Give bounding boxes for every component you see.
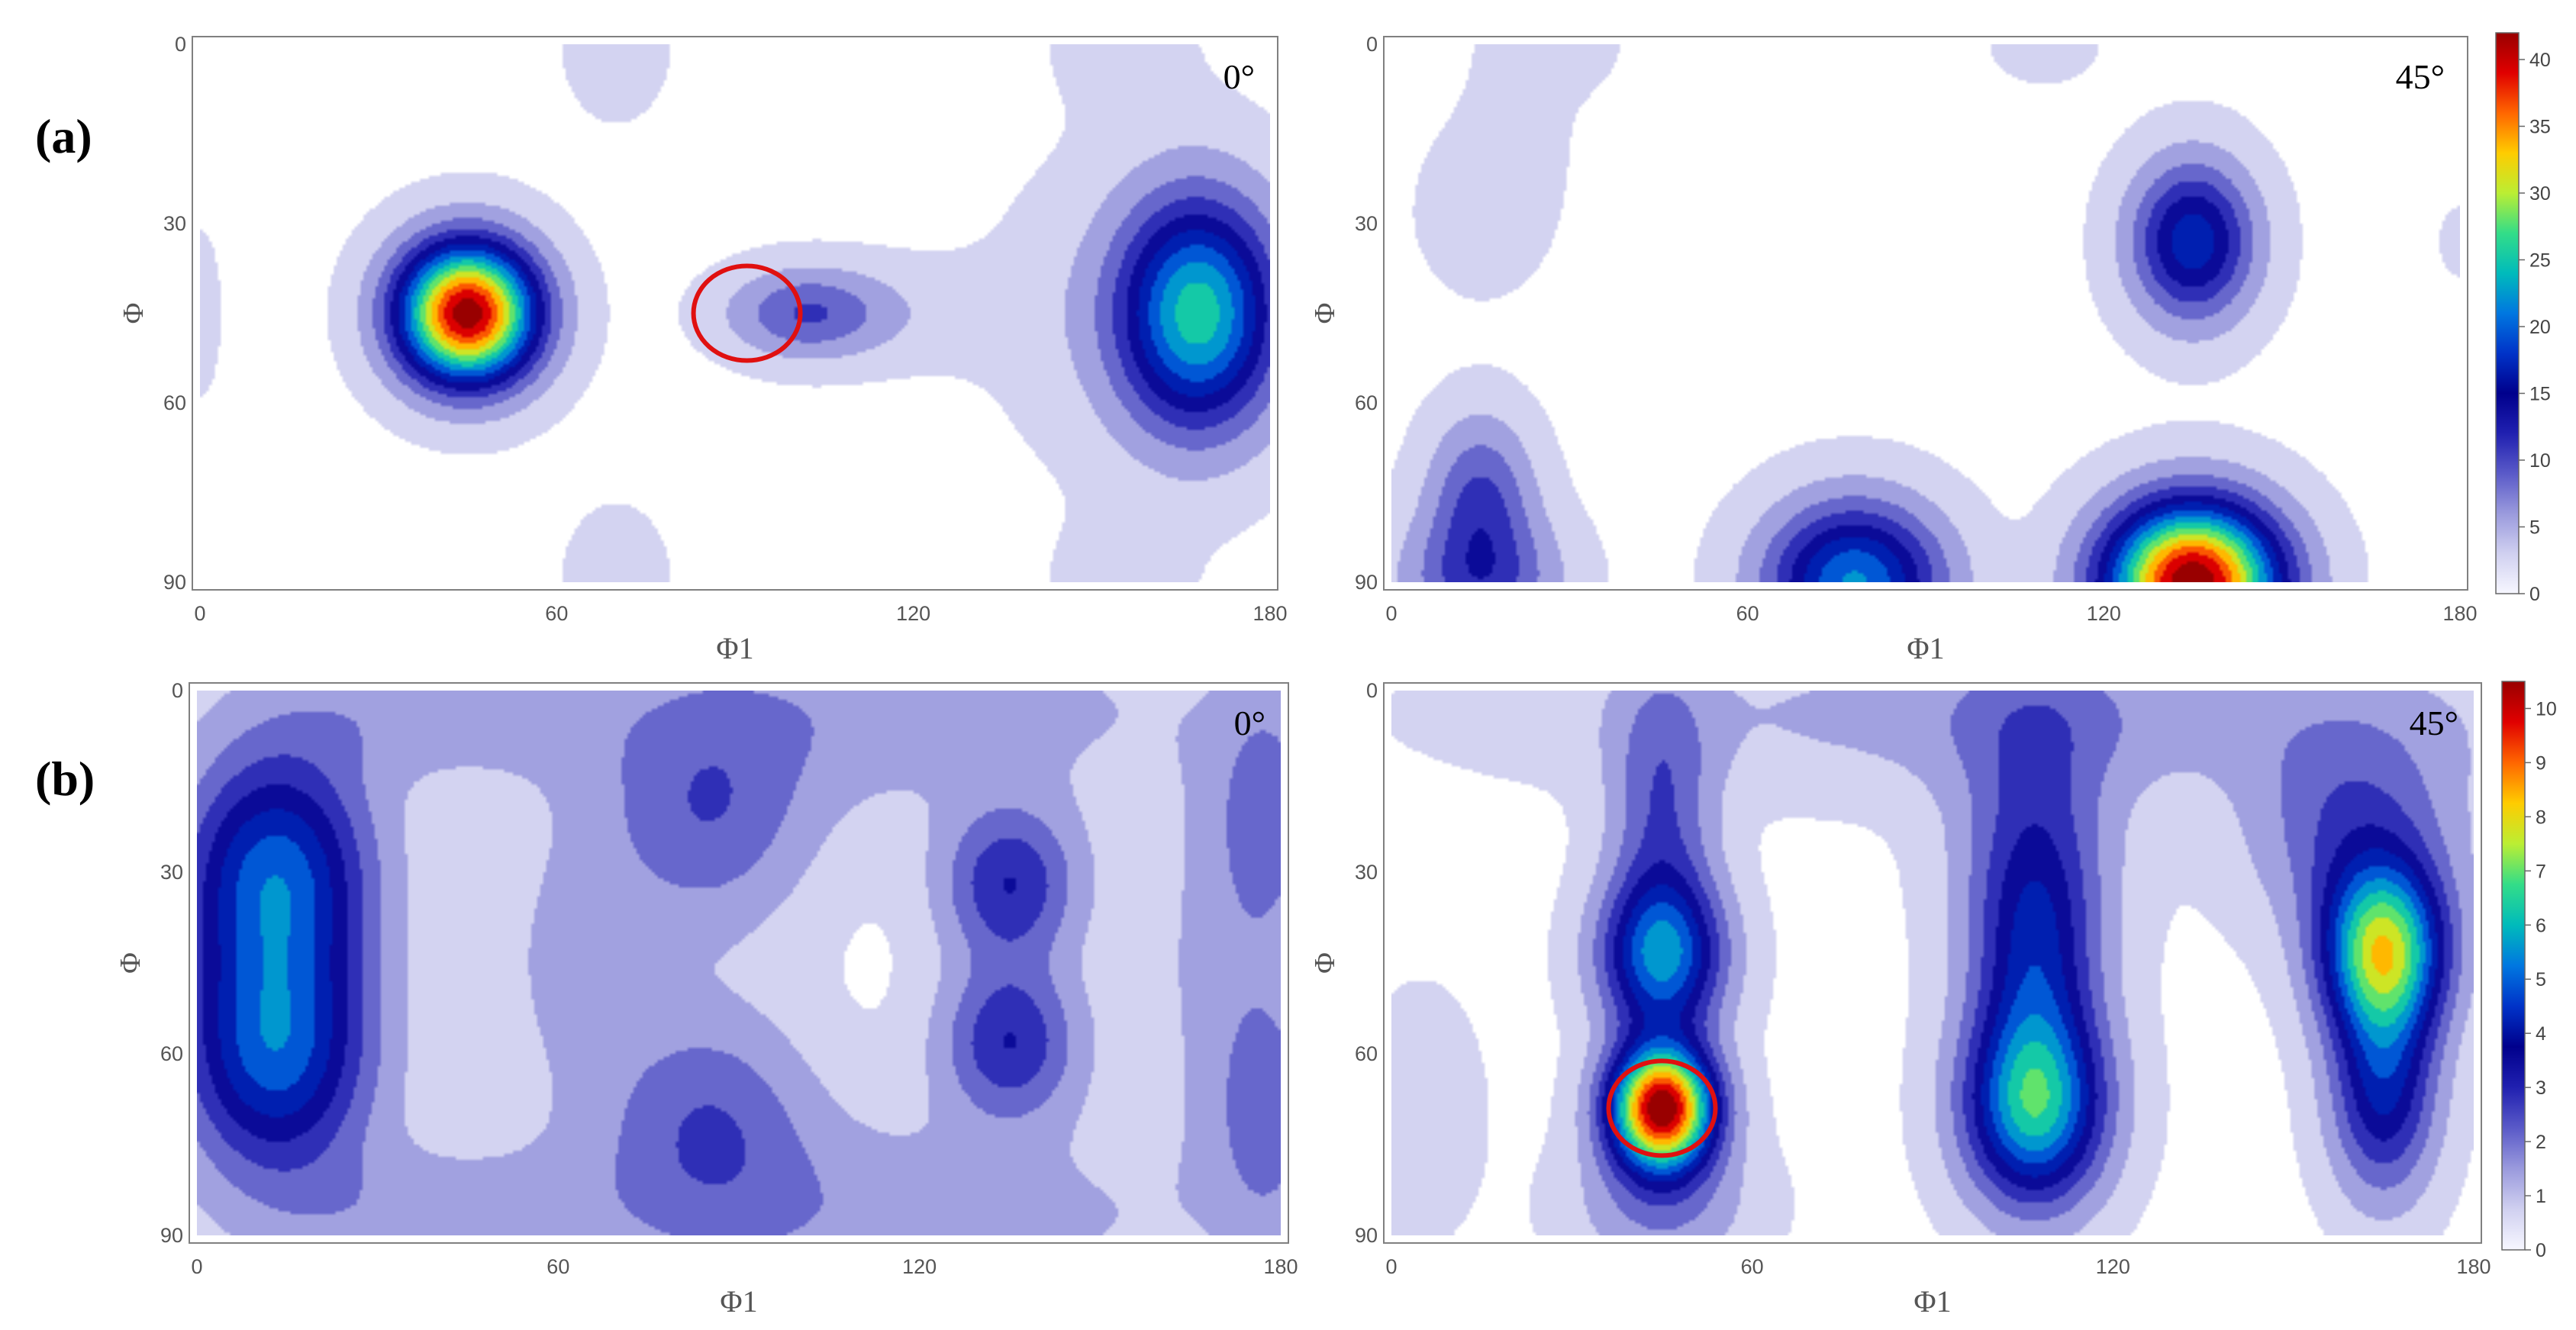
x-tick-label: 0: [1385, 602, 1397, 625]
y-tick-label: 0: [172, 679, 183, 702]
x-tick-label: 0: [194, 602, 205, 625]
y-tick-label: 0: [1366, 679, 1378, 702]
colorbar-tick-label: 35: [2529, 117, 2551, 138]
heatmap-field: [1391, 44, 2460, 582]
x-tick-label: 120: [2096, 1255, 2130, 1278]
heatmap-field: [200, 44, 1270, 582]
heatmap-panel-a-0: 0 60 120 180 0 30 60 90 Φ1 Φ 0°: [118, 33, 1288, 665]
colorbar-tick-label: 30: [2529, 183, 2551, 204]
x-axis-label: Φ1: [1907, 631, 1944, 665]
row-label-a: (a): [35, 109, 92, 163]
y-tick-label: 30: [160, 861, 183, 884]
y-tick-label: 60: [1355, 391, 1378, 414]
colorbar-tick-label: 10: [2529, 450, 2551, 472]
heatmap-panel-b-45: 0 60 120 180 0 30 60 90 Φ1 Φ 45°: [1309, 679, 2491, 1319]
x-tick-label: 0: [191, 1255, 202, 1278]
colorbar-tick-label: 40: [2529, 50, 2551, 71]
colorbar-tick-label: 8: [2536, 807, 2546, 828]
x-tick-label: 180: [1263, 1255, 1298, 1278]
y-axis-label: Φ: [1309, 303, 1341, 324]
colorbar-tick-label: 5: [2536, 969, 2546, 990]
y-axis-label: Φ: [1309, 952, 1341, 974]
x-tick-label: 60: [545, 602, 568, 625]
colorbar: 0 5 10 15 20 25 30 35 40: [2495, 32, 2551, 605]
colorbar-gradient: [2501, 681, 2526, 1251]
colorbar-tick-label: 10: [2536, 698, 2557, 720]
colorbar: 0 1 2 3 4 5 6 7 8 9 10: [2501, 681, 2557, 1261]
y-tick-label: 90: [1355, 1224, 1378, 1247]
angle-label: 45°: [2396, 57, 2445, 96]
angle-label: 45°: [2410, 704, 2458, 742]
heatmap-field: [197, 691, 1281, 1235]
y-tick-label: 30: [163, 212, 186, 235]
x-axis-label: Φ1: [716, 631, 753, 665]
highlight-circle: [691, 263, 803, 363]
x-tick-label: 60: [546, 1255, 569, 1278]
y-tick-label: 0: [1366, 33, 1378, 56]
colorbar-tick-label: 6: [2536, 915, 2546, 936]
heatmap-field: [1391, 691, 2474, 1235]
x-tick-label: 60: [1741, 1255, 1764, 1278]
colorbar-tick-label: 1: [2536, 1186, 2546, 1207]
heatmap-panel-b-0: 0 60 120 180 0 30 60 90 Φ1 Φ 0°: [114, 679, 1298, 1319]
colorbar-tick-label: 15: [2529, 384, 2551, 405]
y-axis-label: Φ: [118, 303, 150, 324]
x-tick-label: 180: [2456, 1255, 2491, 1278]
colorbar-tick-label: 5: [2529, 517, 2540, 539]
colorbar-tick-label: 3: [2536, 1077, 2546, 1099]
colorbar-tick-label: 0: [2529, 584, 2540, 605]
x-tick-label: 120: [902, 1255, 937, 1278]
x-tick-label: 120: [896, 602, 930, 625]
y-tick-label: 90: [160, 1224, 183, 1247]
x-tick-label: 0: [1385, 1255, 1397, 1278]
colorbar-tick-label: 20: [2529, 317, 2551, 338]
angle-label: 0°: [1234, 704, 1265, 742]
colorbar-tick-label: 0: [2536, 1240, 2546, 1261]
angle-label: 0°: [1224, 57, 1255, 96]
heatmap-panel-a-45: 0 60 120 180 0 30 60 90 Φ1 Φ 45°: [1309, 33, 2478, 665]
y-tick-label: 60: [1355, 1042, 1378, 1065]
row-label-b: (b): [35, 752, 95, 806]
y-axis-label: Φ: [114, 952, 147, 974]
y-tick-label: 0: [175, 33, 186, 56]
highlight-circle: [1606, 1058, 1718, 1158]
x-tick-label: 180: [1253, 602, 1287, 625]
colorbar-tick-label: 25: [2529, 250, 2551, 272]
y-tick-label: 90: [1355, 571, 1378, 594]
y-tick-label: 90: [163, 571, 186, 594]
y-tick-label: 60: [160, 1042, 183, 1065]
x-tick-label: 120: [2087, 602, 2121, 625]
x-axis-label: Φ1: [720, 1284, 757, 1319]
colorbar-tick-label: 7: [2536, 861, 2546, 882]
x-tick-label: 60: [1736, 602, 1759, 625]
colorbar-tick-label: 9: [2536, 752, 2546, 774]
x-tick-label: 180: [2442, 602, 2477, 625]
y-tick-label: 30: [1355, 861, 1378, 884]
y-tick-label: 30: [1355, 212, 1378, 235]
y-tick-label: 60: [163, 391, 186, 414]
colorbar-tick-label: 2: [2536, 1132, 2546, 1153]
colorbar-tick-label: 4: [2536, 1023, 2546, 1045]
colorbar-gradient: [2495, 32, 2520, 594]
x-axis-label: Φ1: [1913, 1284, 1951, 1319]
